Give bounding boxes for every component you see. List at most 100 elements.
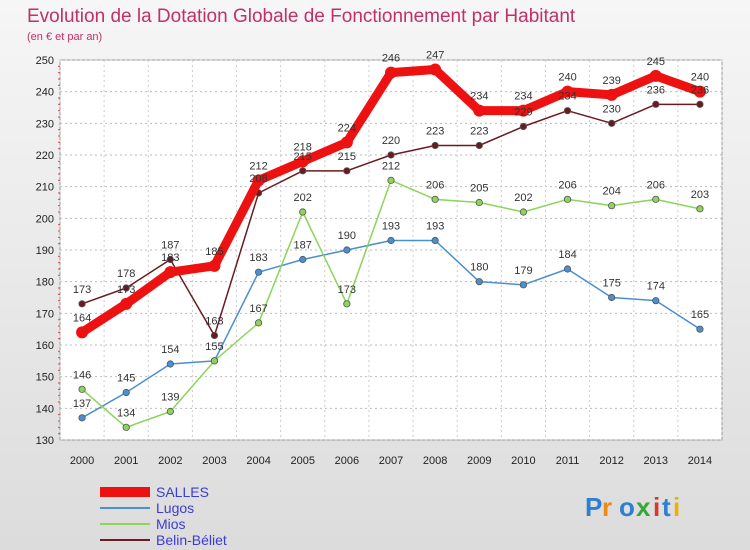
data-label: 193 — [426, 221, 444, 233]
data-point — [473, 104, 486, 117]
brand-letter: r — [602, 492, 612, 522]
data-point — [696, 205, 704, 213]
data-point — [387, 151, 395, 159]
x-tick-label: 2003 — [202, 455, 226, 467]
data-label: 204 — [602, 186, 620, 198]
legend-label: SALLES — [156, 484, 209, 500]
data-point — [605, 88, 618, 101]
data-label: 224 — [338, 122, 356, 134]
data-label: 193 — [382, 221, 400, 233]
data-label: 245 — [647, 56, 665, 68]
data-label: 234 — [514, 91, 532, 103]
data-point — [166, 407, 174, 416]
data-point — [563, 107, 572, 115]
data-point — [519, 122, 528, 131]
data-label: 185 — [205, 246, 223, 258]
data-label: 220 — [382, 135, 400, 147]
data-label: 236 — [691, 84, 709, 96]
data-point — [343, 167, 351, 175]
brand-letter: x — [636, 492, 651, 522]
legend-label: Mios — [156, 516, 186, 532]
y-tick-label: 170 — [36, 308, 54, 320]
data-label: 173 — [338, 284, 356, 296]
y-tick-label: 160 — [36, 340, 54, 352]
data-point — [517, 104, 530, 117]
y-tick-label: 150 — [36, 372, 54, 384]
data-label: 236 — [647, 84, 665, 96]
y-tick-label: 180 — [36, 277, 54, 289]
series-lines — [76, 63, 706, 431]
y-tick-label: 190 — [36, 245, 54, 257]
data-label: 239 — [602, 75, 620, 87]
data-point — [166, 360, 174, 368]
data-label: 139 — [161, 392, 179, 404]
data-label: 212 — [382, 160, 400, 172]
data-label: 174 — [647, 281, 665, 293]
data-label: 164 — [73, 312, 91, 324]
data-label: 173 — [73, 284, 91, 296]
data-label: 203 — [691, 189, 709, 201]
data-point — [563, 195, 572, 203]
data-labels: 164 173 183 185 212 218 224 246 247 234 234 240 239 2… — [73, 50, 709, 420]
y-tick-label: 230 — [36, 118, 54, 130]
x-tick-label: 2014 — [688, 455, 712, 467]
data-label: 246 — [382, 53, 400, 65]
data-label: 234 — [470, 91, 488, 103]
brand-letter: o — [619, 492, 635, 522]
brand-letter: P — [585, 492, 602, 522]
data-label: 215 — [294, 151, 312, 163]
data-label: 202 — [294, 192, 312, 204]
data-point — [652, 297, 660, 305]
data-point — [255, 319, 263, 327]
data-point — [387, 236, 395, 245]
data-label: 154 — [161, 344, 179, 356]
data-point — [431, 141, 439, 150]
data-point — [429, 63, 442, 76]
data-label: 205 — [470, 183, 488, 195]
data-point — [649, 69, 662, 82]
x-tick-label: 2008 — [423, 455, 447, 467]
data-point — [299, 208, 307, 216]
chart-title: Evolution de la Dotation Globale de Fonc… — [27, 6, 576, 27]
brand-letter: i — [673, 492, 680, 522]
data-point — [208, 259, 221, 272]
data-point — [608, 202, 616, 210]
data-point — [255, 268, 263, 276]
brand-letter: t — [662, 492, 671, 522]
data-point — [252, 174, 265, 187]
data-label: 240 — [558, 72, 576, 84]
data-point — [296, 155, 309, 168]
x-tick-label: 2000 — [70, 455, 94, 467]
data-point — [563, 265, 572, 273]
data-point — [78, 300, 86, 308]
x-tick-label: 2007 — [379, 455, 403, 467]
data-point — [164, 266, 177, 279]
y-tick-label: 130 — [36, 435, 54, 447]
x-tick-label: 2009 — [467, 455, 491, 467]
x-tick-label: 2010 — [511, 455, 535, 467]
data-point — [340, 136, 353, 149]
data-label: 208 — [249, 173, 267, 185]
data-label: 223 — [426, 126, 444, 138]
x-tick-label: 2006 — [335, 455, 359, 467]
y-tick-label: 250 — [36, 55, 54, 67]
data-label: 173 — [117, 284, 135, 296]
data-point — [475, 141, 483, 150]
data-point — [299, 255, 307, 264]
data-label: 234 — [558, 91, 576, 103]
data-point — [693, 85, 706, 98]
data-point — [561, 85, 574, 98]
data-label: 206 — [558, 179, 576, 191]
y-tick-label: 140 — [36, 403, 54, 415]
grid — [59, 59, 723, 441]
data-point — [475, 278, 483, 286]
data-point — [78, 385, 86, 393]
x-tick-label: 2013 — [644, 455, 668, 467]
data-point — [519, 281, 528, 289]
data-point — [696, 325, 704, 333]
data-point — [122, 284, 130, 292]
data-label: 183 — [249, 252, 267, 264]
